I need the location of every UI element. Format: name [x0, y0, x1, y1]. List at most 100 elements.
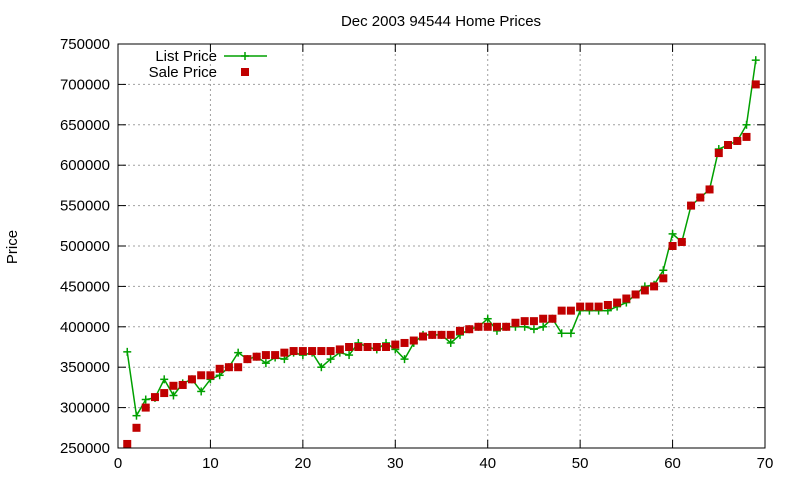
- y-tick-label: 700000: [60, 76, 110, 93]
- sale-price-point: [714, 149, 723, 158]
- x-tick-label: 60: [664, 455, 681, 472]
- plot-frame: [117, 43, 766, 449]
- list-price-point: [326, 355, 335, 364]
- sale-price-point: [187, 375, 196, 384]
- sale-price-point: [659, 274, 668, 283]
- y-tick-label: 750000: [60, 36, 110, 53]
- grid: [118, 44, 765, 448]
- sale-price-point: [252, 352, 261, 361]
- sale-price-point: [474, 322, 483, 331]
- legend-label: Sale Price: [149, 64, 217, 81]
- sale-price-point: [197, 371, 206, 380]
- x-tick-label: 70: [757, 455, 774, 472]
- sale-price-point: [160, 389, 169, 398]
- sale-price-point: [511, 318, 520, 327]
- list-price-point: [400, 355, 409, 364]
- plot-series: [123, 56, 760, 448]
- sale-price-point: [335, 345, 344, 354]
- legend-label: List Price: [155, 48, 217, 65]
- list-price-point: [659, 266, 668, 275]
- legend-plus-marker: [241, 52, 249, 60]
- sale-price-point: [206, 371, 215, 380]
- sale-price-point: [280, 348, 289, 357]
- sale-price-point: [724, 141, 733, 149]
- sale-price-point: [150, 393, 159, 402]
- list-price-point: [132, 411, 141, 420]
- sale-price-point: [585, 302, 594, 311]
- sale-price-point: [520, 317, 529, 326]
- sale-price-point: [733, 136, 742, 145]
- sale-price-point: [566, 306, 575, 315]
- list-price-point: [317, 363, 326, 372]
- sale-price-point: [631, 290, 640, 299]
- x-tick-label: 50: [572, 455, 589, 472]
- sale-price-point: [742, 132, 751, 141]
- sale-price-point: [382, 343, 391, 351]
- sale-price-point: [132, 423, 141, 432]
- x-tick-label: 40: [479, 455, 496, 472]
- sale-price-point: [705, 185, 714, 194]
- sale-price-point: [409, 336, 418, 345]
- axis-ticks: 250000 300000 350000 400000 450000 500000 5500…: [60, 36, 773, 472]
- list-price-point: [483, 314, 492, 323]
- sale-price-point: [603, 300, 612, 309]
- y-tick-label: 550000: [60, 198, 110, 215]
- sale-price-point: [622, 294, 631, 303]
- sale-price-point: [372, 343, 381, 351]
- sale-price-point: [141, 403, 150, 412]
- list-price-line: [126, 60, 757, 418]
- sale-price-point: [271, 351, 280, 360]
- list-price-point: [197, 387, 206, 396]
- y-tick-label: 500000: [60, 238, 110, 255]
- sale-price-point: [539, 314, 548, 323]
- sale-price-point: [492, 322, 501, 331]
- list-price-point: [169, 391, 178, 400]
- sale-price-point: [391, 340, 400, 349]
- list-price-point: [742, 120, 751, 129]
- sale-price-point: [243, 355, 252, 364]
- sale-price-point: [298, 347, 307, 356]
- sale-price-point: [668, 242, 677, 250]
- legend-square-marker: [241, 68, 249, 76]
- sale-price-point: [650, 282, 659, 291]
- sale-price-point: [576, 302, 585, 311]
- sale-price-point: [696, 193, 705, 202]
- list-price-point: [539, 322, 548, 331]
- chart-title: Dec 2003 94544 Home Prices: [341, 13, 541, 30]
- sale-price-point: [483, 322, 492, 331]
- sale-price-point: [317, 347, 326, 356]
- y-tick-label: 450000: [60, 278, 110, 295]
- y-tick-label: 350000: [60, 359, 110, 376]
- sale-price-point: [437, 330, 446, 339]
- sale-price-point: [123, 439, 132, 448]
- y-tick-label: 300000: [60, 400, 110, 417]
- sale-price-point: [677, 237, 686, 246]
- x-tick-label: 0: [114, 455, 122, 472]
- list-price-point: [123, 347, 132, 356]
- x-tick-label: 10: [202, 455, 219, 472]
- list-price-point: [160, 375, 169, 384]
- sale-price-point: [234, 363, 243, 372]
- list-price-point: [446, 338, 455, 347]
- x-tick-label: 20: [295, 455, 312, 472]
- sale-price-point: [465, 325, 474, 334]
- list-price-point: [261, 359, 270, 368]
- sale-price-point: [169, 381, 178, 390]
- y-tick-label: 400000: [60, 319, 110, 336]
- sale-price-point: [428, 330, 437, 339]
- y-tick-label: 600000: [60, 157, 110, 174]
- list-price-point: [529, 325, 538, 334]
- sale-price-point: [446, 330, 455, 339]
- y-tick-label: 250000: [60, 440, 110, 457]
- list-price-point: [557, 329, 566, 338]
- sale-price-point: [345, 343, 354, 351]
- sale-price-point: [261, 351, 270, 360]
- sale-price-point: [289, 347, 298, 356]
- sale-price-point: [363, 343, 372, 351]
- sale-price-point: [529, 317, 538, 326]
- list-price-point: [566, 329, 575, 338]
- y-axis-label: Price: [4, 230, 21, 264]
- sale-price-point: [354, 343, 363, 351]
